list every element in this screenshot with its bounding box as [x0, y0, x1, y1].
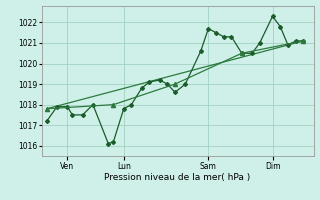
X-axis label: Pression niveau de la mer( hPa ): Pression niveau de la mer( hPa ) [104, 173, 251, 182]
